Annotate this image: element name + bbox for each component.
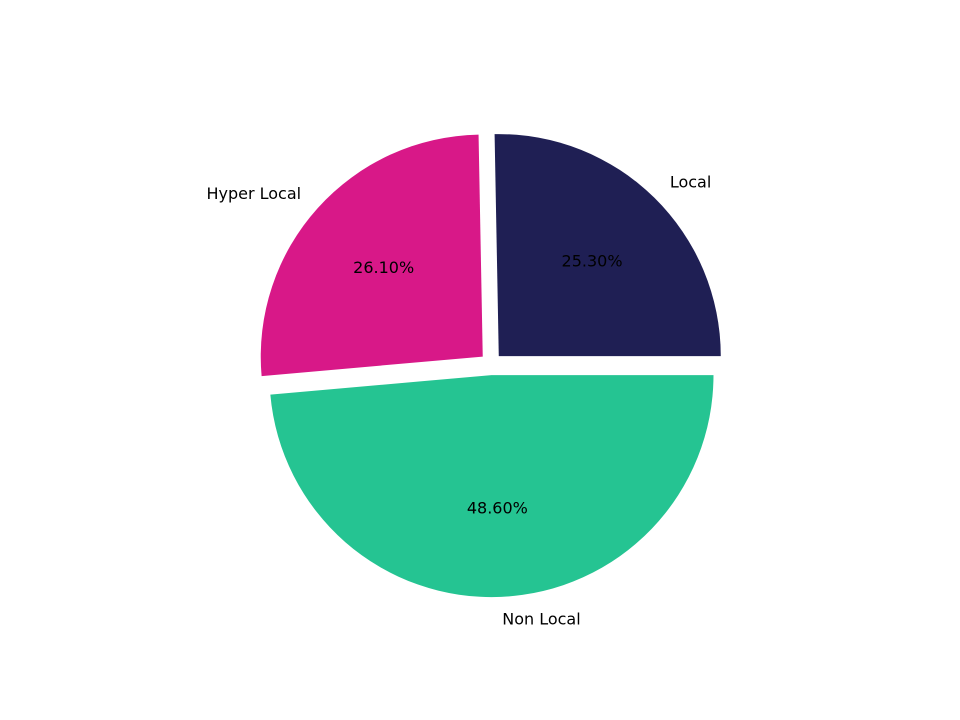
pie-slice-local [494, 134, 721, 357]
slice-percent-label: 26.10% [353, 258, 414, 277]
slice-label: Local [670, 172, 711, 191]
pie-slice-non-local [270, 375, 714, 598]
slice-label: Non Local [502, 610, 580, 629]
slice-percent-label: 48.60% [467, 499, 528, 518]
slice-percent-label: 25.30% [562, 252, 623, 271]
slice-label: Hyper Local [206, 184, 301, 203]
pie-slice-hyper-local [260, 134, 483, 377]
